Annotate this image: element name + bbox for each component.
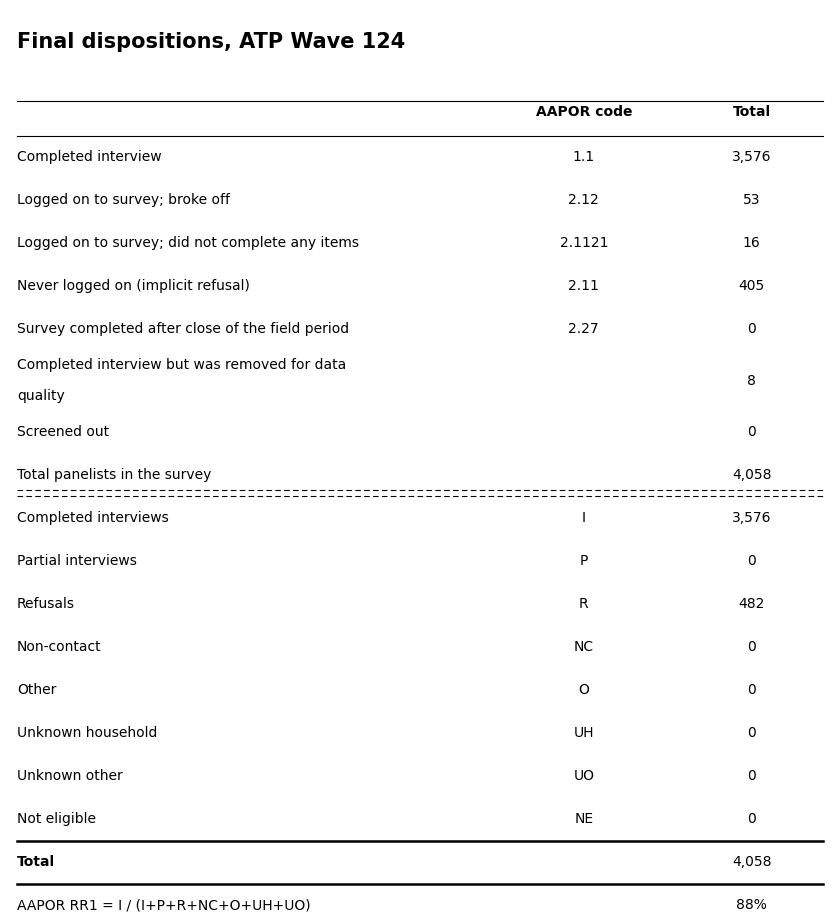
Text: AAPOR code: AAPOR code xyxy=(536,105,632,119)
Text: Completed interview: Completed interview xyxy=(17,150,161,164)
Text: Non-contact: Non-contact xyxy=(17,640,102,654)
Text: UH: UH xyxy=(574,726,594,740)
Text: 482: 482 xyxy=(738,597,765,611)
Text: 1.1: 1.1 xyxy=(573,150,595,164)
Text: 0: 0 xyxy=(748,812,756,826)
Text: Logged on to survey; did not complete any items: Logged on to survey; did not complete an… xyxy=(17,236,359,250)
Text: 0: 0 xyxy=(748,322,756,336)
Text: 4,058: 4,058 xyxy=(732,468,772,482)
Text: Total: Total xyxy=(17,856,55,869)
Text: 53: 53 xyxy=(743,193,760,207)
Text: 3,576: 3,576 xyxy=(732,150,772,164)
Text: 2.1121: 2.1121 xyxy=(559,236,608,250)
Text: Unknown household: Unknown household xyxy=(17,726,157,740)
Text: NE: NE xyxy=(575,812,593,826)
Text: O: O xyxy=(579,683,589,697)
Text: 0: 0 xyxy=(748,769,756,783)
Text: 0: 0 xyxy=(748,425,756,439)
Text: Total panelists in the survey: Total panelists in the survey xyxy=(17,468,211,482)
Text: P: P xyxy=(580,554,588,568)
Text: I: I xyxy=(582,511,585,525)
Text: 4,058: 4,058 xyxy=(732,856,772,869)
Text: 88%: 88% xyxy=(737,899,767,912)
Text: Not eligible: Not eligible xyxy=(17,812,96,826)
Text: 0: 0 xyxy=(748,554,756,568)
Text: 2.12: 2.12 xyxy=(569,193,599,207)
Text: 405: 405 xyxy=(738,279,765,293)
Text: Never logged on (implicit refusal): Never logged on (implicit refusal) xyxy=(17,279,249,293)
Text: 0: 0 xyxy=(748,683,756,697)
Text: 2.27: 2.27 xyxy=(569,322,599,336)
Text: Logged on to survey; broke off: Logged on to survey; broke off xyxy=(17,193,230,207)
Text: 0: 0 xyxy=(748,640,756,654)
Text: R: R xyxy=(579,597,589,611)
Text: Completed interview but was removed for data: Completed interview but was removed for … xyxy=(17,358,346,372)
Text: Screened out: Screened out xyxy=(17,425,109,439)
Text: Refusals: Refusals xyxy=(17,597,75,611)
Text: Partial interviews: Partial interviews xyxy=(17,554,137,568)
Text: NC: NC xyxy=(574,640,594,654)
Text: Total: Total xyxy=(732,105,771,119)
Text: 3,576: 3,576 xyxy=(732,511,772,525)
Text: quality: quality xyxy=(17,389,65,403)
Text: UO: UO xyxy=(573,769,595,783)
Text: 16: 16 xyxy=(743,236,761,250)
Text: 8: 8 xyxy=(748,374,756,387)
Text: Survey completed after close of the field period: Survey completed after close of the fiel… xyxy=(17,322,349,336)
Text: Completed interviews: Completed interviews xyxy=(17,511,169,525)
Text: Final dispositions, ATP Wave 124: Final dispositions, ATP Wave 124 xyxy=(17,32,405,52)
Text: 0: 0 xyxy=(748,726,756,740)
Text: Other: Other xyxy=(17,683,56,697)
Text: Unknown other: Unknown other xyxy=(17,769,123,783)
Text: 2.11: 2.11 xyxy=(569,279,599,293)
Text: AAPOR RR1 = I / (I+P+R+NC+O+UH+UO): AAPOR RR1 = I / (I+P+R+NC+O+UH+UO) xyxy=(17,899,311,912)
